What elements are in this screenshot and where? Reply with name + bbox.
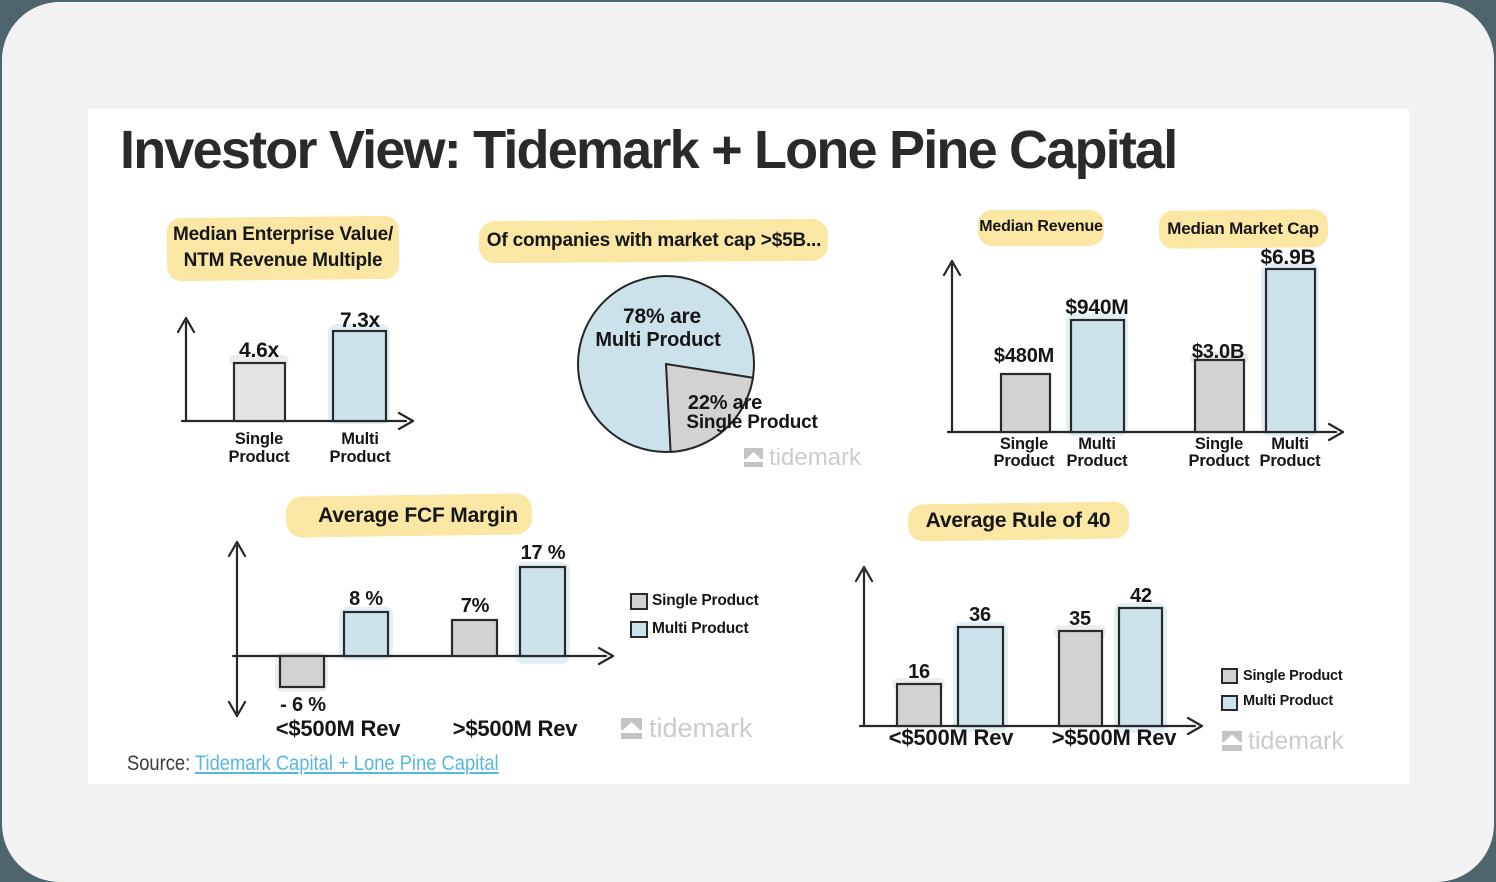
- svg-text:tidemark: tidemark: [769, 448, 862, 470]
- svg-text:tidemark: tidemark: [649, 717, 753, 743]
- svg-text:tidemark: tidemark: [1248, 730, 1344, 754]
